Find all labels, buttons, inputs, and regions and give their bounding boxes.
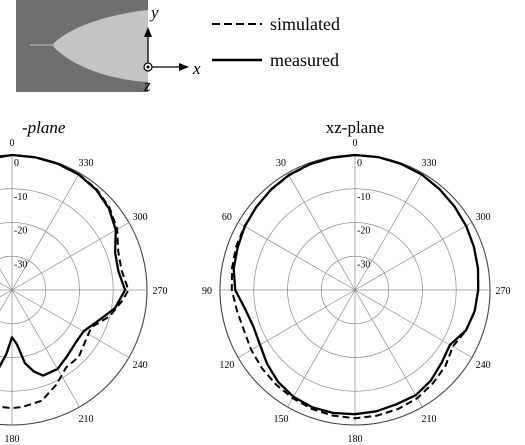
angle-tick-label: 240 <box>133 360 148 371</box>
grid-spoke <box>0 289 13 312</box>
x-arrowhead-icon <box>179 63 189 71</box>
angle-tick-label: 270 <box>153 286 168 297</box>
z-axis-label: z <box>143 76 151 95</box>
angle-tick-label: 240 <box>476 360 491 371</box>
angle-tick-label: 0 <box>353 138 358 149</box>
chart-title-yz: -plane <box>22 118 66 137</box>
series-curve-measured <box>0 153 127 377</box>
y-arrowhead-icon <box>144 27 152 37</box>
grid-spoke <box>11 289 130 358</box>
y-axis-label: y <box>149 3 159 22</box>
coordinate-axes: y x z <box>143 3 201 95</box>
grid-spoke <box>237 289 356 358</box>
grid-spoke <box>354 289 473 358</box>
angle-tick-label: 330 <box>422 158 437 169</box>
angle-tick-label: 300 <box>476 212 491 223</box>
legend-label-measured: measured <box>270 50 339 70</box>
polar-chart-xz: xz-plane 0 -10 -20 -30 0 30 60 90 120 150 180 210 24… <box>202 118 511 445</box>
legend-label-simulated: simulated <box>270 14 340 34</box>
series-curve-simulated <box>230 154 480 420</box>
inset-taper-shape <box>52 10 148 82</box>
angle-tick-label: 300 <box>133 212 148 223</box>
angle-tick-label: 30 <box>276 158 286 169</box>
grid-spoke <box>354 222 473 291</box>
polar-chart-yz: -plane 0-10-20-3003060901201501802102402… <box>0 118 168 445</box>
grid-spoke <box>237 222 356 291</box>
grid-spoke <box>354 172 423 291</box>
grid-spoke <box>354 289 423 408</box>
angle-tick-label: 120 <box>219 360 234 371</box>
chart-title-xz: xz-plane <box>326 118 385 137</box>
grid-spoke <box>0 268 13 291</box>
angle-tick-label: 330 <box>79 158 94 169</box>
angle-tick-label: 0 <box>10 138 15 149</box>
angle-tick-label: 180 <box>5 434 20 445</box>
series-curve-simulated <box>0 154 130 410</box>
grid-spoke <box>287 289 356 408</box>
radial-tick-label: -10 <box>357 192 370 203</box>
angle-tick-label: 180 <box>348 434 363 445</box>
angle-tick-label: 60 <box>222 212 232 223</box>
angle-tick-label: 210 <box>422 414 437 425</box>
grid-spoke <box>287 172 356 291</box>
radial-tick-label: -30 <box>14 259 27 270</box>
radial-tick-label: -30 <box>357 259 370 270</box>
grid-spoke <box>11 289 80 408</box>
radial-tick-label: -20 <box>14 226 27 237</box>
series-curve-measured <box>232 153 480 416</box>
radial-tick-label: 0 <box>14 158 19 169</box>
radial-tick-label: 0 <box>357 158 362 169</box>
angle-tick-label: 210 <box>79 414 94 425</box>
grid-spoke <box>11 222 130 291</box>
grid-spoke <box>11 172 80 291</box>
angle-tick-label: 90 <box>202 286 212 297</box>
z-axis-dot-icon <box>146 65 150 69</box>
radial-tick-label: -20 <box>357 226 370 237</box>
angle-tick-label: 270 <box>496 286 511 297</box>
x-axis-label: x <box>192 59 201 78</box>
antenna-inset <box>16 0 148 92</box>
legend: simulated measured <box>212 14 340 70</box>
radial-tick-label: -10 <box>14 192 27 203</box>
angle-tick-label: 150 <box>274 414 289 425</box>
